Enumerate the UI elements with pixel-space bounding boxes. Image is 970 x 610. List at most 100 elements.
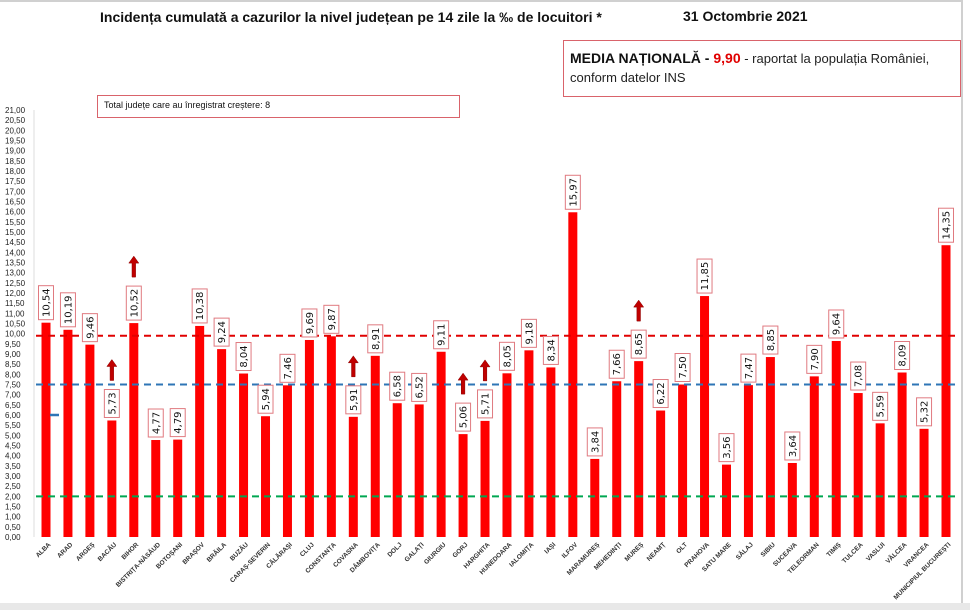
y-tick-label: 14,00 [5,248,26,257]
data-label: 5,94 [261,388,272,410]
bottom-band [0,603,970,610]
data-label: 7,46 [283,357,294,379]
data-label-box [608,349,625,379]
x-tick-label: GALAȚI [404,541,426,563]
bar-giurgiu [436,351,446,537]
y-tick-label: 10,50 [5,320,26,329]
data-label: 5,73 [107,392,118,414]
y-tick-label: 13,50 [5,259,26,268]
y-tick-label: 4,00 [5,452,21,461]
y-tick-label: 17,50 [5,177,26,186]
bar-bacău [107,420,117,537]
data-label-box [103,388,120,418]
data-label: 5,32 [920,401,931,423]
y-tick-label: 8,00 [5,370,21,379]
y-tick-label: 9,00 [5,350,21,359]
data-label: 7,08 [854,365,865,387]
data-label: 4,77 [151,412,162,434]
x-tick-label: DOLJ [386,541,403,558]
bar-iași [546,367,556,537]
y-tick-label: 18,50 [5,157,26,166]
x-tick-label: OLT [675,541,689,555]
data-label-box [586,427,603,457]
data-label-box [718,433,735,463]
data-label-box [367,324,384,354]
y-tick-label: 11,50 [5,299,25,308]
data-label-box [455,402,472,432]
increase-arrow-icon [106,359,118,381]
data-label: 8,65 [634,333,645,355]
bar-caraș-severin [261,416,271,537]
data-label-box [279,353,296,383]
data-label: 11,85 [700,262,711,291]
data-label-box [147,408,164,438]
y-tick-label: 15,00 [5,228,26,237]
national-average-suffix: - raportat la populația României, [740,51,930,66]
x-tick-label: ARGEȘ [75,541,97,563]
data-label: 9,18 [524,322,535,344]
data-label-box [411,372,428,402]
bar-călărași [282,385,292,537]
y-tick-label: 2,50 [5,482,21,491]
increase-arrow-icon [479,359,491,382]
data-label: 6,58 [393,375,404,397]
y-tick-label: 5,50 [5,421,21,430]
data-label-box [696,258,713,294]
data-label: 9,87 [327,308,338,330]
y-tick-label: 14,50 [5,238,26,247]
bar-dâmbovița [370,355,380,537]
data-label-box [38,285,54,321]
y-tick-label: 8,50 [5,360,21,369]
data-label: 15,97 [568,178,579,207]
data-label: 9,46 [85,317,96,339]
bar-argeș [85,344,95,537]
bar-bihor [129,323,139,537]
data-label: 3,56 [722,436,733,458]
y-tick-label: 16,00 [5,208,26,217]
data-label-box [784,431,801,461]
data-label: 7,50 [678,356,689,378]
bar-botoșani [173,439,183,537]
increase-arrow-icon [128,255,140,278]
data-label: 6,22 [656,382,667,404]
data-label: 9,24 [217,321,228,343]
x-tick-label: VASLUI [865,541,887,563]
data-label: 8,04 [239,345,250,367]
data-label: 10,54 [42,288,53,317]
y-tick-label: 6,00 [5,411,21,420]
data-label-box [916,397,933,427]
data-label-box [323,304,340,334]
data-label-box [894,341,911,371]
y-tick-label: 2,00 [5,492,21,501]
bar-covasna [348,416,358,537]
bar-buzău [239,373,249,537]
data-label: 5,71 [481,393,492,415]
bar-brașov [195,325,205,537]
data-label-box [872,391,889,421]
data-label: 6,52 [415,376,426,398]
y-tick-label: 19,00 [5,147,26,156]
bar-ilfov [568,212,578,537]
y-tick-label: 20,00 [5,126,26,135]
x-tick-label: BUZĂU [228,540,251,563]
x-tick-label: ALBA [35,541,53,559]
data-label-box [520,318,537,348]
bar-constanța [326,336,336,537]
y-tick-label: 20,50 [5,116,26,125]
bar-suceava [787,462,797,537]
bar-sibiu [765,357,775,537]
data-label: 8,91 [371,328,382,350]
bar-timiș [831,340,841,537]
y-tick-label: 3,50 [5,462,21,471]
x-tick-label: BRAȘOV [181,541,206,566]
data-label: 7,47 [744,357,755,379]
data-label: 3,64 [788,435,799,457]
data-label: 5,06 [459,406,470,428]
y-tick-label: 17,00 [5,187,26,196]
bar-galați [414,404,424,537]
y-tick-label: 1,00 [5,513,21,522]
x-tick-label: ARAD [56,541,74,559]
increase-arrow-icon [633,299,645,322]
data-label-box [433,320,450,350]
